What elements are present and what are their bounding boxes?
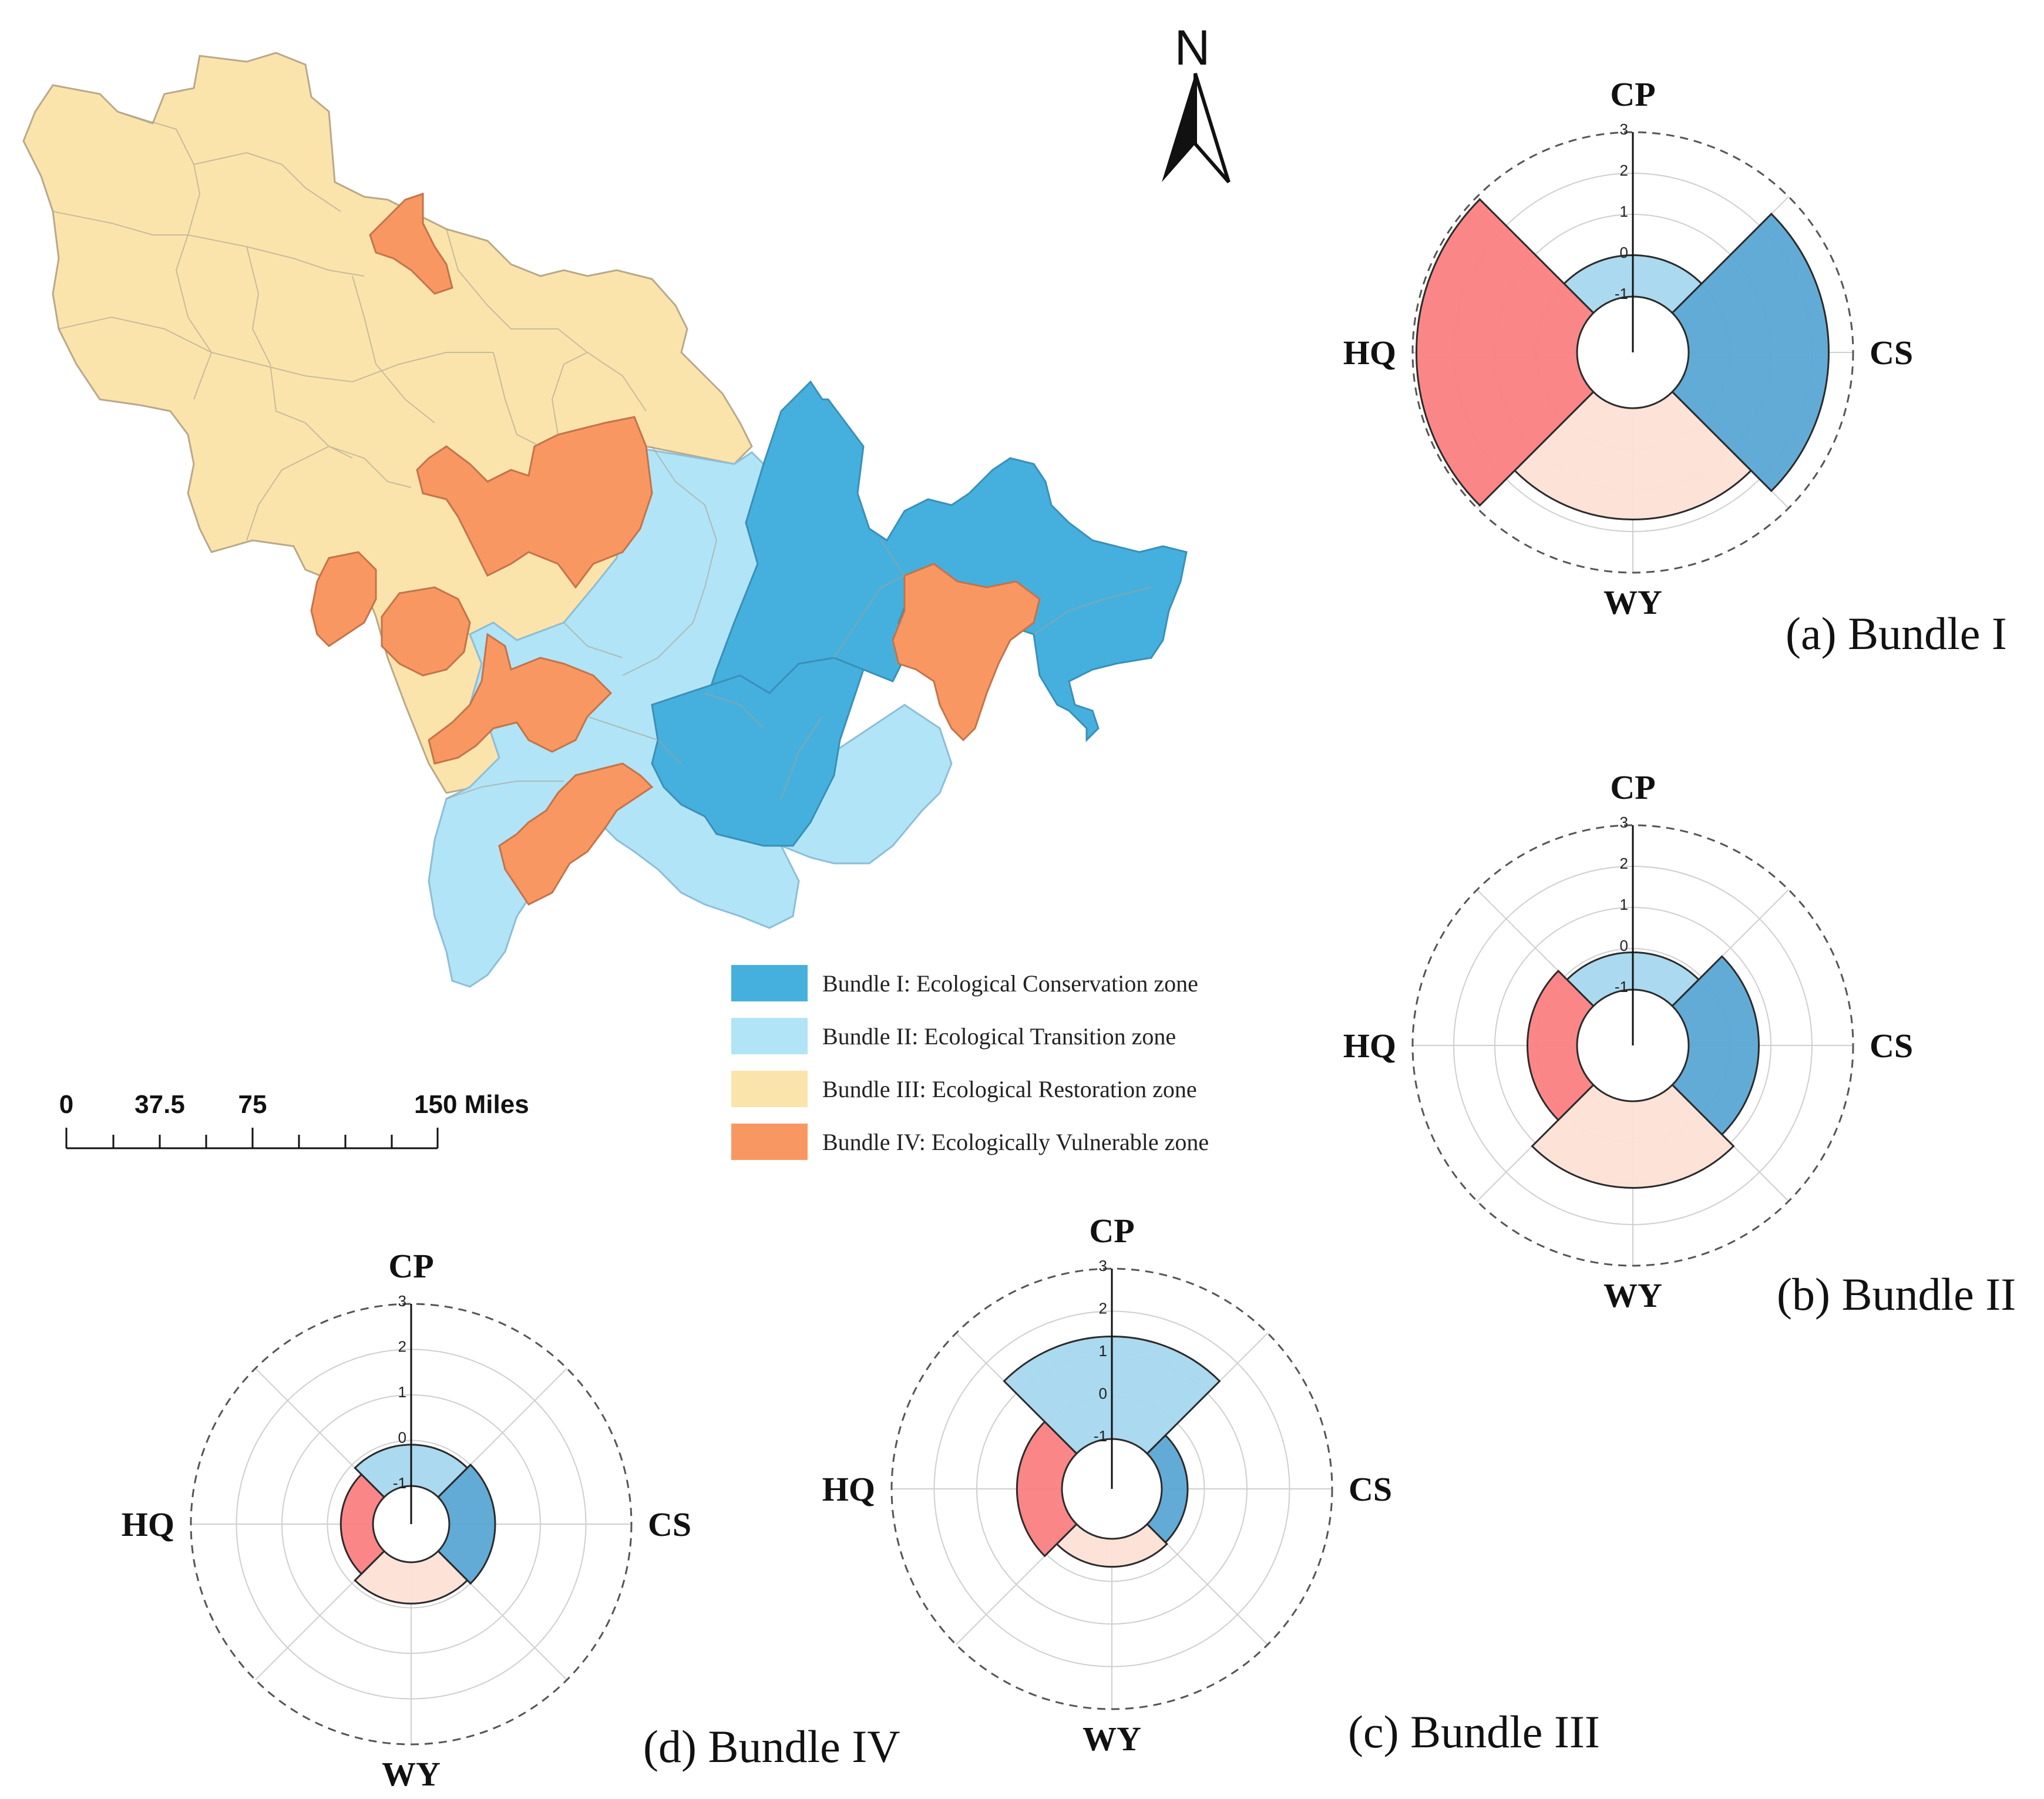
tick-label: 1 bbox=[1099, 1342, 1107, 1360]
polar-chart: -1 0 1 2 3 CP CS WY HQ (c) Bundle III bbox=[822, 1212, 1600, 1758]
bar-hq bbox=[339, 1473, 386, 1575]
bar-hq bbox=[1416, 198, 1595, 507]
tick-label: 3 bbox=[398, 1292, 406, 1310]
polar-chart: -1 0 1 2 3 CP CS WY HQ (a) Bundle I bbox=[1343, 75, 2007, 659]
bar-cs bbox=[1145, 1434, 1189, 1544]
axis-label-cp: CP bbox=[388, 1247, 433, 1285]
tick-label: -1 bbox=[1615, 285, 1628, 302]
chart-caption: (d) Bundle IV bbox=[643, 1721, 900, 1772]
chart-caption: (c) Bundle III bbox=[1348, 1706, 1600, 1757]
axis-label-hq: HQ bbox=[1343, 334, 1396, 372]
scale-label: 37.5 bbox=[135, 1090, 185, 1119]
legend-label: Bundle II: Ecological Transition zone bbox=[822, 1023, 1176, 1050]
tick-label: 2 bbox=[1099, 1300, 1107, 1317]
polar-charts: -1 0 1 2 3 CP CS WY HQ (a) Bundle I -1 0 1 2 3 CP CS WY HQ… bbox=[122, 75, 2016, 1793]
bar-wy bbox=[1513, 391, 1753, 520]
scale-label: 75 bbox=[238, 1090, 267, 1119]
county-boundaries bbox=[52, 111, 1152, 799]
tick-label: -1 bbox=[393, 1474, 406, 1492]
scale-bar: 0 37.5 75 150 Miles bbox=[59, 1090, 529, 1149]
tick-label: 1 bbox=[1620, 203, 1628, 220]
legend-swatch-iv bbox=[731, 1124, 808, 1160]
legend-swatch-iii bbox=[731, 1071, 808, 1107]
tick-label: 1 bbox=[1620, 896, 1628, 913]
legend-swatch-ii bbox=[731, 1018, 808, 1054]
axis-label-wy: WY bbox=[1603, 1276, 1662, 1314]
axis-label-wy: WY bbox=[1082, 1720, 1141, 1758]
legend-label: Bundle IV: Ecologically Vulnerable zone bbox=[822, 1129, 1209, 1155]
polar-chart: -1 0 1 2 3 CP CS WY HQ (d) Bundle IV bbox=[122, 1247, 900, 1793]
tick-label: 0 bbox=[398, 1429, 406, 1447]
axis-label-hq: HQ bbox=[1343, 1027, 1396, 1065]
bar-hq bbox=[1526, 969, 1595, 1122]
legend-swatch-i bbox=[731, 965, 808, 1001]
north-arrow-icon-outline bbox=[1194, 73, 1231, 183]
outer-boundary bbox=[890, 1267, 1333, 1710]
axis-label-cs: CS bbox=[648, 1505, 691, 1544]
axis-label-hq: HQ bbox=[122, 1505, 174, 1544]
scale-label: 150 Miles bbox=[414, 1090, 529, 1119]
north-label: N bbox=[1175, 20, 1211, 75]
outer-boundary bbox=[190, 1303, 633, 1746]
outer-boundary bbox=[1411, 131, 1854, 574]
tick-label: 3 bbox=[1620, 120, 1628, 138]
bar-wy bbox=[1055, 1522, 1168, 1568]
bar-wy bbox=[354, 1549, 469, 1605]
tick-label: 2 bbox=[1620, 162, 1628, 179]
tick-label: -1 bbox=[1094, 1427, 1107, 1445]
axis-label-cp: CP bbox=[1610, 768, 1655, 806]
tick-label: 0 bbox=[1620, 244, 1628, 261]
axis-label-cs: CS bbox=[1349, 1470, 1392, 1508]
tick-label: 2 bbox=[1620, 855, 1628, 872]
region-bundle-iv[interactable] bbox=[498, 762, 654, 906]
axis-label-wy: WY bbox=[1603, 583, 1662, 621]
region-bundle-iv[interactable] bbox=[428, 633, 613, 765]
region-bundle-iv[interactable] bbox=[416, 416, 653, 589]
outer-boundary bbox=[1411, 824, 1854, 1267]
axis-label-hq: HQ bbox=[822, 1470, 875, 1508]
polar-chart: -1 0 1 2 3 CP CS WY HQ (b) Bundle II bbox=[1343, 768, 2016, 1320]
tick-label: 2 bbox=[398, 1338, 406, 1356]
bar-cs bbox=[1671, 955, 1760, 1136]
region-bundle-iv[interactable] bbox=[381, 586, 471, 677]
legend-label: Bundle III: Ecological Restoration zone bbox=[822, 1076, 1197, 1102]
bar-wy bbox=[1531, 1084, 1735, 1189]
region-bundle-i-south[interactable] bbox=[651, 657, 865, 847]
axis-label-cs: CS bbox=[1870, 334, 1913, 372]
axis-label-cs: CS bbox=[1870, 1027, 1913, 1065]
tick-label: -1 bbox=[1615, 978, 1628, 996]
tick-label: 3 bbox=[1099, 1257, 1107, 1275]
legend: Bundle I: Ecological Conservation zone B… bbox=[731, 965, 1209, 1160]
bar-hq bbox=[1016, 1420, 1078, 1558]
north-arrow: N bbox=[1162, 20, 1231, 183]
region-bundle-iv[interactable] bbox=[369, 192, 453, 295]
tick-label: 3 bbox=[1620, 813, 1628, 831]
bar-cs bbox=[1671, 213, 1830, 492]
region-bundle-iv[interactable] bbox=[892, 563, 1041, 742]
bar-cs bbox=[436, 1463, 496, 1585]
tick-label: 0 bbox=[1620, 937, 1628, 954]
axis-label-wy: WY bbox=[382, 1755, 441, 1793]
scale-label: 0 bbox=[59, 1090, 73, 1119]
region-bundle-iv[interactable] bbox=[310, 551, 377, 647]
axis-label-cp: CP bbox=[1610, 75, 1655, 113]
north-arrow-icon bbox=[1162, 73, 1195, 182]
chart-caption: (b) Bundle II bbox=[1777, 1269, 2016, 1320]
tick-label: 1 bbox=[398, 1383, 406, 1401]
tick-label: 0 bbox=[1099, 1385, 1107, 1403]
chart-caption: (a) Bundle I bbox=[1786, 608, 2007, 659]
region-map bbox=[22, 52, 1188, 988]
legend-label: Bundle I: Ecological Conservation zone bbox=[822, 970, 1198, 997]
axis-label-cp: CP bbox=[1089, 1212, 1134, 1250]
